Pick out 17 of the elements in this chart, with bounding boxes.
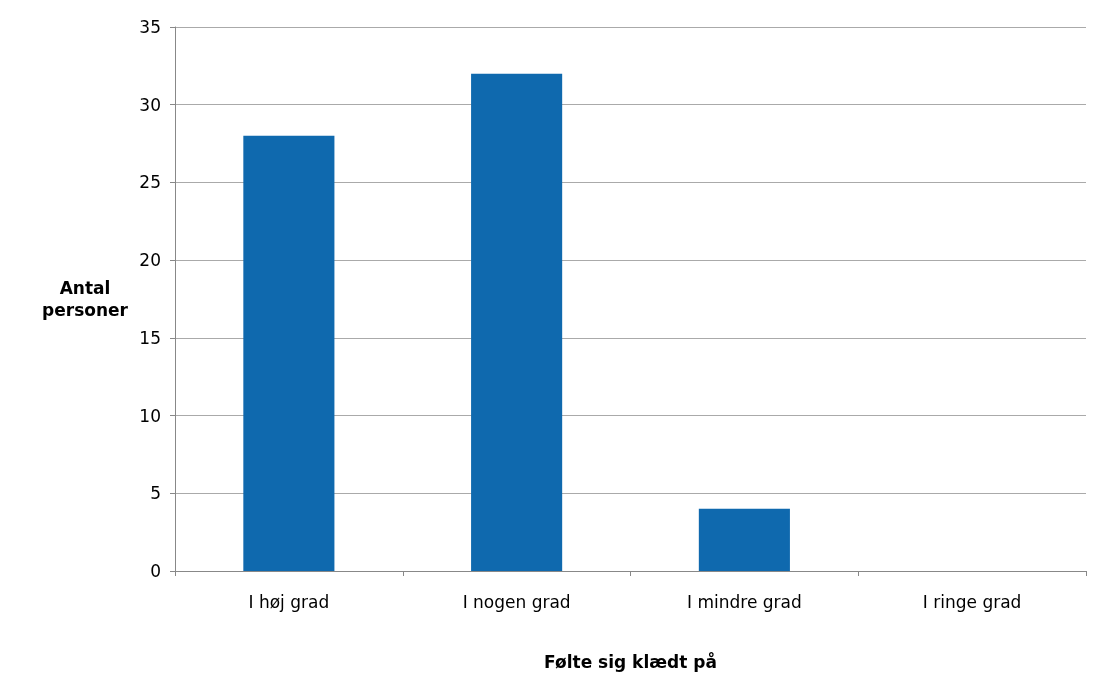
y-tick-label: 35 [139, 17, 161, 37]
bar [243, 135, 335, 571]
y-axis-title: Antal personer [42, 278, 129, 320]
x-tick-label: I nogen grad [462, 591, 571, 612]
x-tick-label: I høj grad [248, 591, 330, 612]
x-tick-label: I ringe grad [922, 591, 1022, 612]
y-tick-label: 5 [150, 483, 161, 504]
y-tick-label: 0 [150, 561, 161, 581]
y-tick-label: 20 [139, 250, 161, 271]
y-tick-label: 10 [139, 405, 161, 426]
y-tick-label: 30 [139, 94, 161, 115]
x-tick-label: I mindre grad [687, 591, 802, 612]
y-tick-label: 25 [139, 172, 161, 193]
bar [471, 73, 563, 571]
bar [698, 508, 790, 571]
y-tick-label: 15 [139, 327, 161, 348]
x-axis-title: Følte sig klædt på [544, 650, 717, 672]
